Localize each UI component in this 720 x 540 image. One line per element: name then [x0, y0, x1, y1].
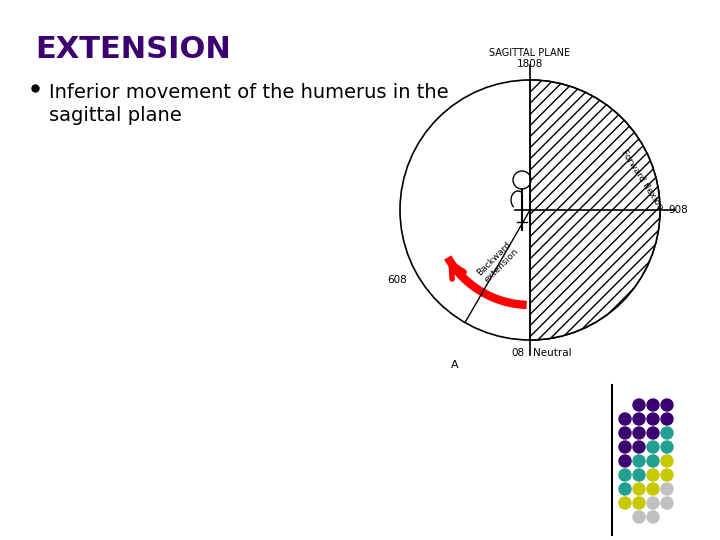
Circle shape — [647, 441, 659, 453]
Circle shape — [661, 497, 673, 509]
Circle shape — [619, 413, 631, 425]
Circle shape — [633, 497, 645, 509]
Circle shape — [633, 469, 645, 481]
Circle shape — [633, 483, 645, 495]
Text: 608: 608 — [387, 275, 407, 285]
Text: Inferior movement of the humerus in the: Inferior movement of the humerus in the — [49, 83, 449, 102]
Circle shape — [619, 483, 631, 495]
Circle shape — [633, 455, 645, 467]
Circle shape — [661, 441, 673, 453]
Circle shape — [661, 413, 673, 425]
Text: Forward flexion: Forward flexion — [619, 148, 665, 212]
Circle shape — [647, 497, 659, 509]
Text: sagittal plane: sagittal plane — [49, 106, 181, 125]
Circle shape — [661, 483, 673, 495]
Text: 1808: 1808 — [517, 59, 543, 69]
Circle shape — [633, 511, 645, 523]
Text: 08: 08 — [511, 348, 525, 358]
Wedge shape — [530, 80, 660, 340]
Circle shape — [633, 427, 645, 439]
Circle shape — [647, 399, 659, 411]
Circle shape — [513, 171, 531, 189]
Circle shape — [619, 497, 631, 509]
Text: Backward
extension: Backward extension — [475, 239, 521, 285]
Text: A: A — [451, 360, 459, 370]
Circle shape — [647, 413, 659, 425]
Text: Neutral: Neutral — [533, 348, 571, 358]
Circle shape — [647, 427, 659, 439]
Circle shape — [647, 483, 659, 495]
Circle shape — [647, 455, 659, 467]
Text: 908: 908 — [668, 205, 688, 215]
Circle shape — [661, 455, 673, 467]
Circle shape — [633, 441, 645, 453]
Text: SAGITTAL PLANE: SAGITTAL PLANE — [490, 48, 570, 58]
Circle shape — [619, 427, 631, 439]
Circle shape — [619, 469, 631, 481]
Circle shape — [619, 441, 631, 453]
Circle shape — [661, 399, 673, 411]
Circle shape — [633, 399, 645, 411]
Circle shape — [661, 427, 673, 439]
Circle shape — [647, 511, 659, 523]
Circle shape — [633, 413, 645, 425]
Text: EXTENSION: EXTENSION — [35, 35, 230, 64]
Circle shape — [619, 455, 631, 467]
Circle shape — [647, 469, 659, 481]
Circle shape — [661, 469, 673, 481]
